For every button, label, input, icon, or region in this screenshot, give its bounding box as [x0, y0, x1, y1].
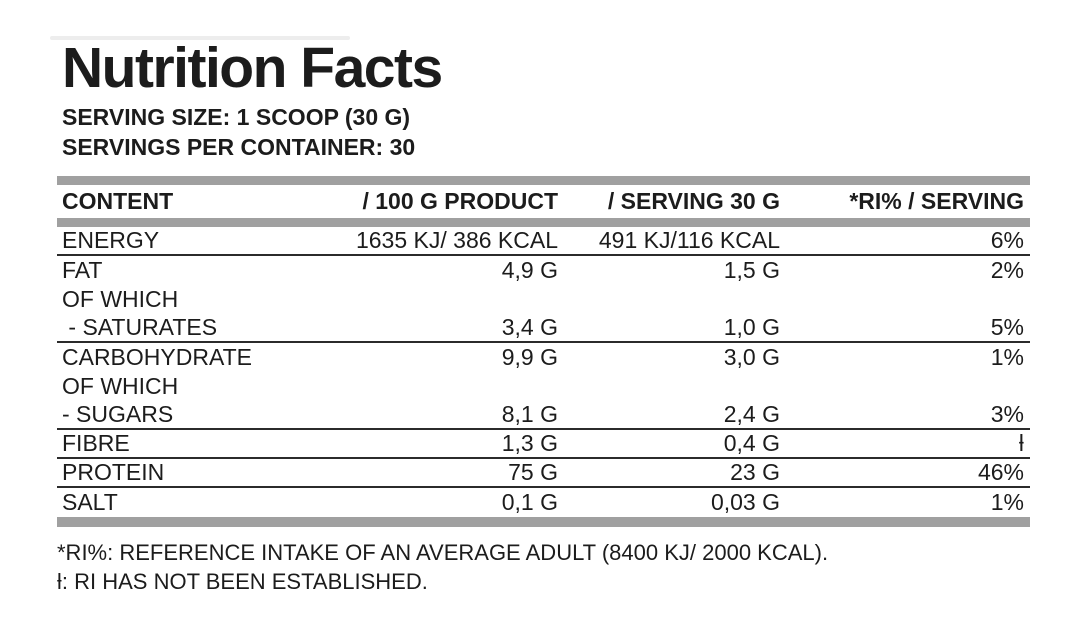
- servings-per-container-line: SERVINGS PER CONTAINER: 30: [62, 134, 416, 160]
- row-label: OF WHICH: [62, 373, 179, 399]
- row-ri: 6%: [990, 227, 1024, 253]
- table-row-fat: FAT 4,9 G 1,5 G 2%: [57, 256, 1030, 285]
- table-row-of-which-fat: OF WHICH: [57, 285, 1030, 314]
- row-label: CARBOHYDRATE: [62, 344, 252, 370]
- row-ri: 1%: [990, 344, 1024, 370]
- row-label: SALT: [62, 489, 118, 515]
- footnote-ri-definition: *RI%: REFERENCE INTAKE OF AN AVERAGE ADU…: [57, 540, 829, 565]
- header-per-100g: / 100 G PRODUCT: [362, 188, 558, 214]
- row-per-100g: 9,9 G: [501, 344, 558, 370]
- table-row-carbohydrate: CARBOHYDRATE 9,9 G 3,0 G 1%: [57, 343, 1030, 372]
- row-per-100g: 75 G: [508, 459, 558, 485]
- row-per-serving: 23 G: [730, 459, 780, 485]
- row-ri: 2%: [990, 257, 1024, 283]
- row-ri: 3%: [990, 401, 1024, 427]
- row-per-100g: 0,1 G: [501, 489, 558, 515]
- row-per-100g: 1635 KJ/ 386 KCAL: [355, 227, 558, 253]
- table-row-of-which-carbohydrate: OF WHICH: [57, 372, 1030, 401]
- row-label: - SUGARS: [62, 401, 174, 427]
- row-label: FIBRE: [62, 430, 130, 456]
- row-label: OF WHICH: [62, 286, 179, 312]
- row-ri: 1%: [990, 489, 1024, 515]
- row-per-serving: 2,4 G: [723, 401, 780, 427]
- table-row-fibre: FIBRE 1,3 G 0,4 G ƚ: [57, 430, 1030, 459]
- table-row-energy: ENERGY 1635 KJ/ 386 KCAL 491 KJ/116 KCAL…: [57, 227, 1030, 256]
- row-per-serving: 0,03 G: [710, 489, 780, 515]
- serving-size-line: SERVING SIZE: 1 SCOOP (30 G): [62, 104, 411, 130]
- row-per-100g: 1,3 G: [501, 430, 558, 456]
- row-label: ENERGY: [62, 227, 160, 253]
- row-ri-not-established-symbol: ƚ: [1018, 430, 1024, 456]
- row-per-100g: 8,1 G: [501, 401, 558, 427]
- row-per-serving: 1,0 G: [723, 314, 780, 340]
- row-per-100g: 4,9 G: [501, 257, 558, 283]
- table-row-salt: SALT 0,1 G 0,03 G 1%: [57, 488, 1030, 517]
- table-row-saturates: - SATURATES 3,4 G 1,0 G 5%: [57, 314, 1030, 343]
- footnotes: *RI%: REFERENCE INTAKE OF AN AVERAGE ADU…: [57, 538, 1030, 596]
- row-per-100g: 3,4 G: [501, 314, 558, 340]
- separator-bar-bottom: [57, 517, 1030, 527]
- print-artifact: [50, 36, 350, 40]
- table-header-row: CONTENT / 100 G PRODUCT / SERVING 30 G *…: [57, 185, 1030, 218]
- label-content: Nutrition Facts SERVING SIZE: 1 SCOOP (3…: [57, 38, 1030, 596]
- page-title: Nutrition Facts: [62, 36, 443, 100]
- separator-bar-top: [57, 176, 1030, 185]
- row-label: - SATURATES: [62, 314, 218, 340]
- row-per-serving: 3,0 G: [723, 344, 780, 370]
- row-label: FAT: [62, 257, 103, 283]
- table-row-sugars: - SUGARS 8,1 G 2,4 G 3%: [57, 401, 1030, 430]
- footnote-ri-not-established: ƚ: RI HAS NOT BEEN ESTABLISHED.: [57, 569, 428, 594]
- header-content: CONTENT: [62, 188, 174, 214]
- row-per-serving: 0,4 G: [723, 430, 780, 456]
- nutrition-table: CONTENT / 100 G PRODUCT / SERVING 30 G *…: [57, 176, 1030, 527]
- row-per-serving: 1,5 G: [723, 257, 780, 283]
- separator-bar-header: [57, 218, 1030, 227]
- table-row-protein: PROTEIN 75 G 23 G 46%: [57, 459, 1030, 488]
- row-ri: 46%: [977, 459, 1024, 485]
- header-per-serving: / SERVING 30 G: [607, 188, 780, 214]
- row-label: PROTEIN: [62, 459, 165, 485]
- row-ri: 5%: [990, 314, 1024, 340]
- row-per-serving: 491 KJ/116 KCAL: [598, 227, 780, 253]
- header-ri-per-serving: *RI% / SERVING: [849, 188, 1024, 214]
